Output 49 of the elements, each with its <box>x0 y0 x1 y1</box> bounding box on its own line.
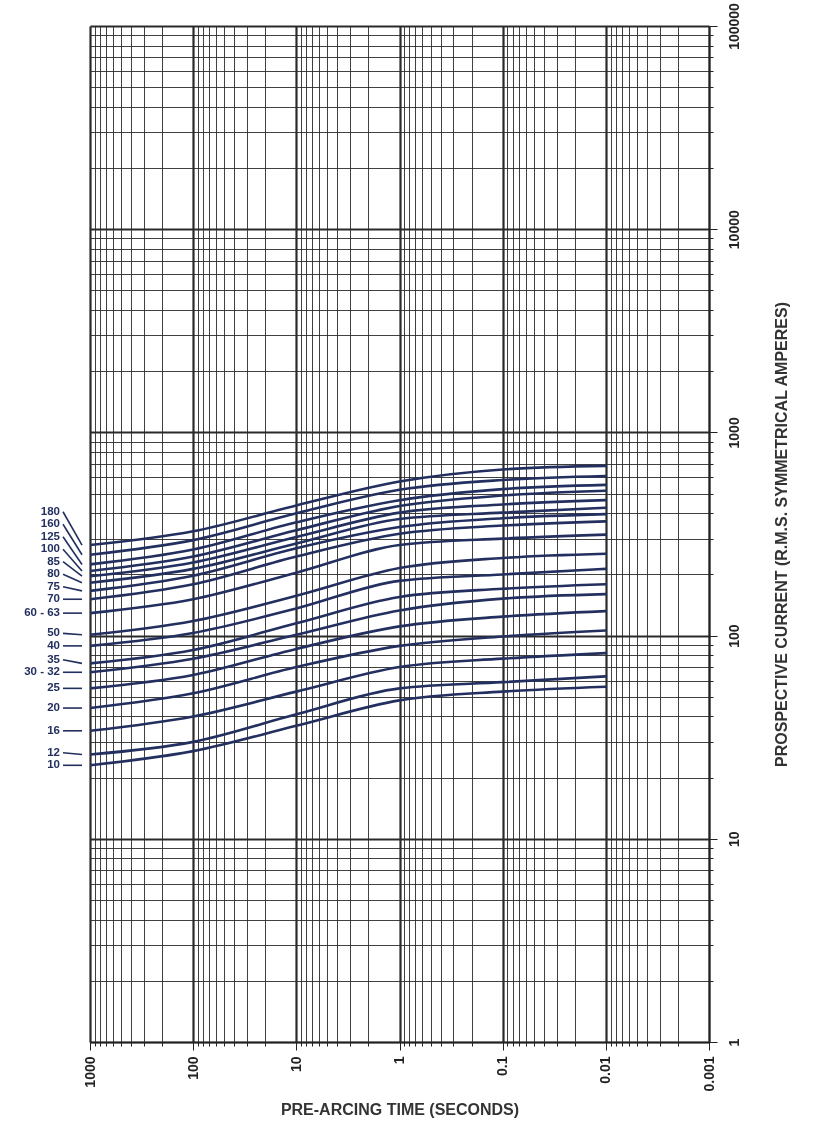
y-tick-label: 10000 <box>725 210 742 250</box>
line-series <box>90 582 608 665</box>
line-series <box>90 498 608 578</box>
x-tick-label: 0.01 <box>597 1056 614 1084</box>
line-series <box>90 506 608 585</box>
legend-label: 30 - 32 <box>24 665 60 678</box>
legend-label: 16 <box>47 723 60 736</box>
x-axis-title: PRE-ARCING TIME (SECONDS) <box>280 1100 520 1118</box>
y-tick-label: 1 <box>725 1038 742 1047</box>
x-tick-label: 0.1 <box>494 1056 511 1076</box>
x-tick-label: 0.001 <box>700 1056 717 1092</box>
legend-label: 12 <box>47 745 60 758</box>
y-axis-title: PROSPECTIVE CURRENT (R.M.S. SYMMETRICAL AMPERES) <box>772 302 790 767</box>
line-series <box>90 675 608 756</box>
line-series <box>90 609 608 690</box>
legend-label: 50 <box>47 626 60 639</box>
line-series <box>90 651 608 733</box>
line-series <box>90 592 608 674</box>
x-tick-label: 1 <box>391 1056 407 1065</box>
y-tick-label: 1000 <box>725 417 742 449</box>
text: 85 <box>47 554 61 567</box>
y-tick-label: 100000 <box>725 2 742 50</box>
legend-label: 60 - 63 <box>24 606 60 619</box>
line-series <box>90 567 608 648</box>
y-tick-label: 10 <box>725 831 742 848</box>
text: 100 <box>40 542 60 555</box>
y-tick-label: 100 <box>725 624 742 648</box>
legend-label: 70 <box>47 592 60 605</box>
legend-label: 20 <box>47 701 60 714</box>
x-tick-label: 10 <box>287 1056 304 1073</box>
line-series <box>90 629 608 710</box>
line-series <box>90 552 608 637</box>
text: 180 <box>40 504 60 517</box>
text: 125 <box>40 529 61 542</box>
legend-label: 75 <box>47 579 61 592</box>
legend-label: 35 <box>47 652 61 665</box>
line-series <box>90 512 608 593</box>
x-tick-label: 1000 <box>81 1056 98 1088</box>
line-series <box>90 520 608 601</box>
line-series <box>90 685 608 767</box>
line-series <box>90 464 608 547</box>
x-tick-label: 100 <box>184 1056 201 1080</box>
legend-label: 10 <box>47 758 60 771</box>
legend-label: 40 <box>47 638 60 651</box>
line-series <box>90 474 608 557</box>
legend-label: 25 <box>47 681 61 694</box>
text: 160 <box>40 517 60 530</box>
line-series <box>90 533 608 615</box>
legend-label: 80 <box>47 567 60 580</box>
